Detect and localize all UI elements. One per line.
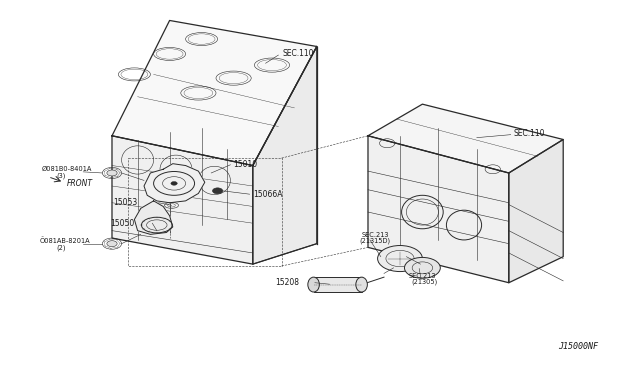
Text: J15000NF: J15000NF xyxy=(559,342,598,351)
Polygon shape xyxy=(112,136,253,264)
Polygon shape xyxy=(134,201,173,234)
Polygon shape xyxy=(112,20,317,166)
Text: (21315D): (21315D) xyxy=(360,238,391,244)
Polygon shape xyxy=(144,164,205,203)
Text: (3): (3) xyxy=(56,173,66,179)
Circle shape xyxy=(171,182,177,185)
Polygon shape xyxy=(253,46,317,264)
Text: FRONT: FRONT xyxy=(67,179,93,187)
Circle shape xyxy=(212,188,223,194)
Polygon shape xyxy=(509,140,563,283)
Circle shape xyxy=(107,241,117,247)
Circle shape xyxy=(107,170,117,176)
Text: SEC.213: SEC.213 xyxy=(362,232,389,238)
Ellipse shape xyxy=(308,277,319,292)
Text: SEC.110: SEC.110 xyxy=(283,49,314,58)
Text: Õ081AB-8201A: Õ081AB-8201A xyxy=(40,238,90,244)
Polygon shape xyxy=(314,277,362,292)
Circle shape xyxy=(404,257,440,278)
Text: (21305): (21305) xyxy=(411,279,437,285)
Text: Ø081B0-8401A: Ø081B0-8401A xyxy=(42,166,92,172)
Text: SEC.213: SEC.213 xyxy=(408,273,436,279)
Text: (2): (2) xyxy=(56,245,66,251)
Text: 15010: 15010 xyxy=(234,160,258,169)
Text: 15053: 15053 xyxy=(113,198,138,207)
Text: 15208: 15208 xyxy=(276,278,300,287)
Circle shape xyxy=(378,246,422,272)
Text: 15066A: 15066A xyxy=(253,190,282,199)
Ellipse shape xyxy=(356,277,367,292)
Text: 15050: 15050 xyxy=(110,219,134,228)
Polygon shape xyxy=(368,104,563,173)
Text: SEC.110: SEC.110 xyxy=(514,129,545,138)
Polygon shape xyxy=(368,136,509,283)
